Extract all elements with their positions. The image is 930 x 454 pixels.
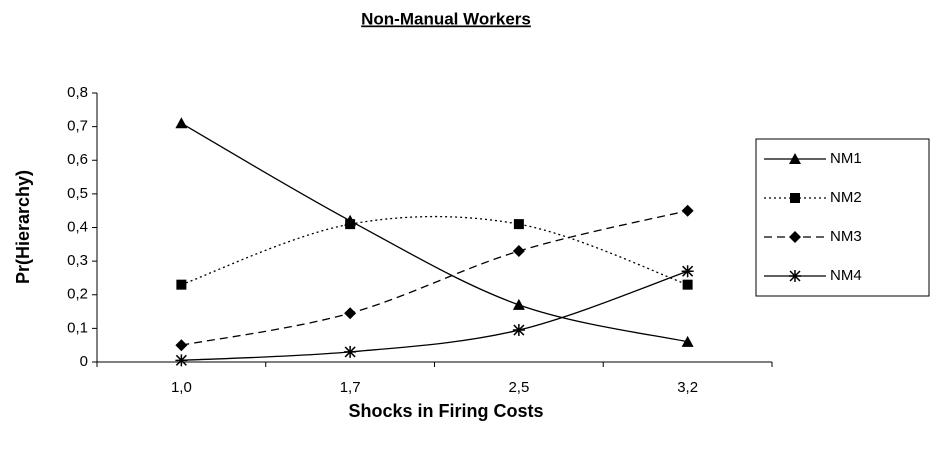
- x-tick-label: 2,5: [508, 379, 529, 396]
- marker: [789, 270, 801, 282]
- y-tick-label: 0,6: [67, 151, 88, 168]
- marker: [681, 265, 694, 278]
- x-tick-label: 1,7: [340, 379, 361, 396]
- series-line: [181, 270, 688, 361]
- marker: [513, 219, 524, 230]
- y-tick-label: 0,1: [67, 319, 88, 336]
- marker: [344, 307, 357, 320]
- marker: [176, 279, 187, 290]
- y-axis-label: Pr(Hierarchy): [13, 170, 33, 284]
- marker: [175, 354, 188, 367]
- marker: [512, 245, 525, 258]
- marker: [681, 335, 694, 347]
- marker: [682, 279, 693, 290]
- x-tick-label: 1,0: [171, 379, 192, 396]
- y-tick-label: 0,3: [67, 252, 88, 269]
- series-line: [181, 210, 688, 346]
- marker: [344, 345, 357, 358]
- y-tick-label: 0,5: [67, 185, 88, 202]
- legend-label: NM1: [830, 150, 862, 167]
- marker: [789, 231, 801, 243]
- marker: [789, 153, 801, 164]
- marker: [512, 298, 525, 310]
- y-tick-label: 0,8: [67, 84, 88, 101]
- x-tick-label: 3,2: [677, 379, 698, 396]
- legend-label: NM3: [830, 228, 862, 245]
- y-tick-label: 0,7: [67, 118, 88, 135]
- legend-label: NM2: [830, 189, 862, 206]
- y-tick-label: 0: [80, 353, 88, 370]
- marker: [175, 339, 188, 352]
- y-tick-label: 0,4: [67, 218, 88, 235]
- marker: [175, 117, 188, 129]
- marker: [512, 324, 525, 337]
- marker: [790, 193, 800, 203]
- y-tick-label: 0,2: [67, 286, 88, 303]
- marker: [345, 219, 356, 230]
- chart-title: Non-Manual Workers: [361, 9, 531, 28]
- marker: [681, 204, 694, 217]
- legend-box: [755, 138, 930, 297]
- legend-label: NM4: [830, 267, 862, 284]
- series-line: [181, 122, 688, 343]
- x-axis-label: Shocks in Firing Costs: [348, 401, 543, 421]
